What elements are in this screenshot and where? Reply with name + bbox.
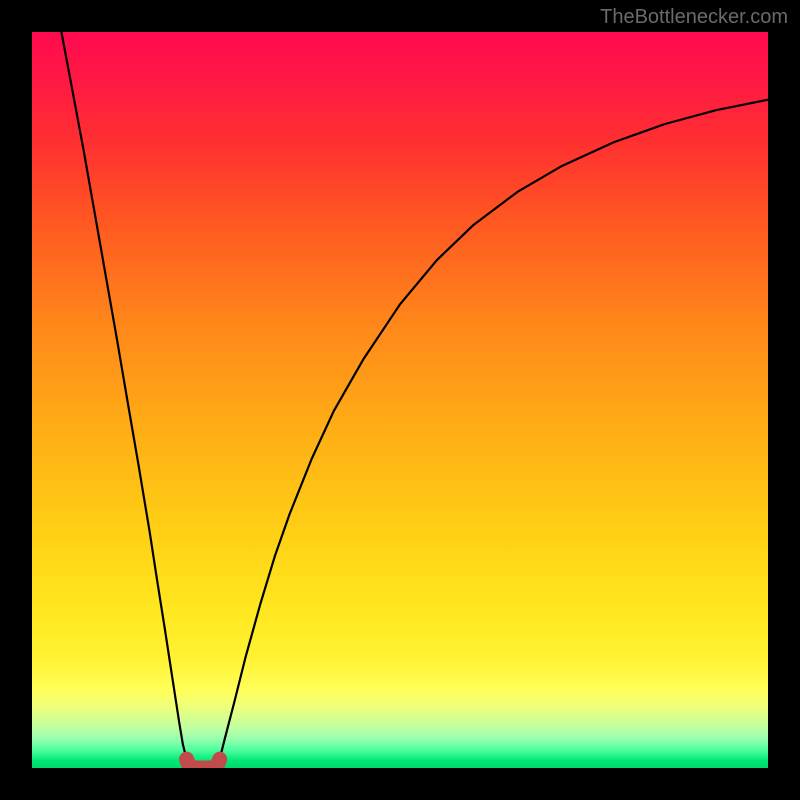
chart-container: { "watermark": { "text": "TheBottlenecke… [0,0,800,800]
bottleneck-marker [187,759,220,768]
plot-area [32,32,768,768]
curve-left [61,32,186,759]
curve-layer [32,32,768,768]
curve-right [220,100,768,759]
watermark-text: TheBottlenecker.com [600,6,788,29]
